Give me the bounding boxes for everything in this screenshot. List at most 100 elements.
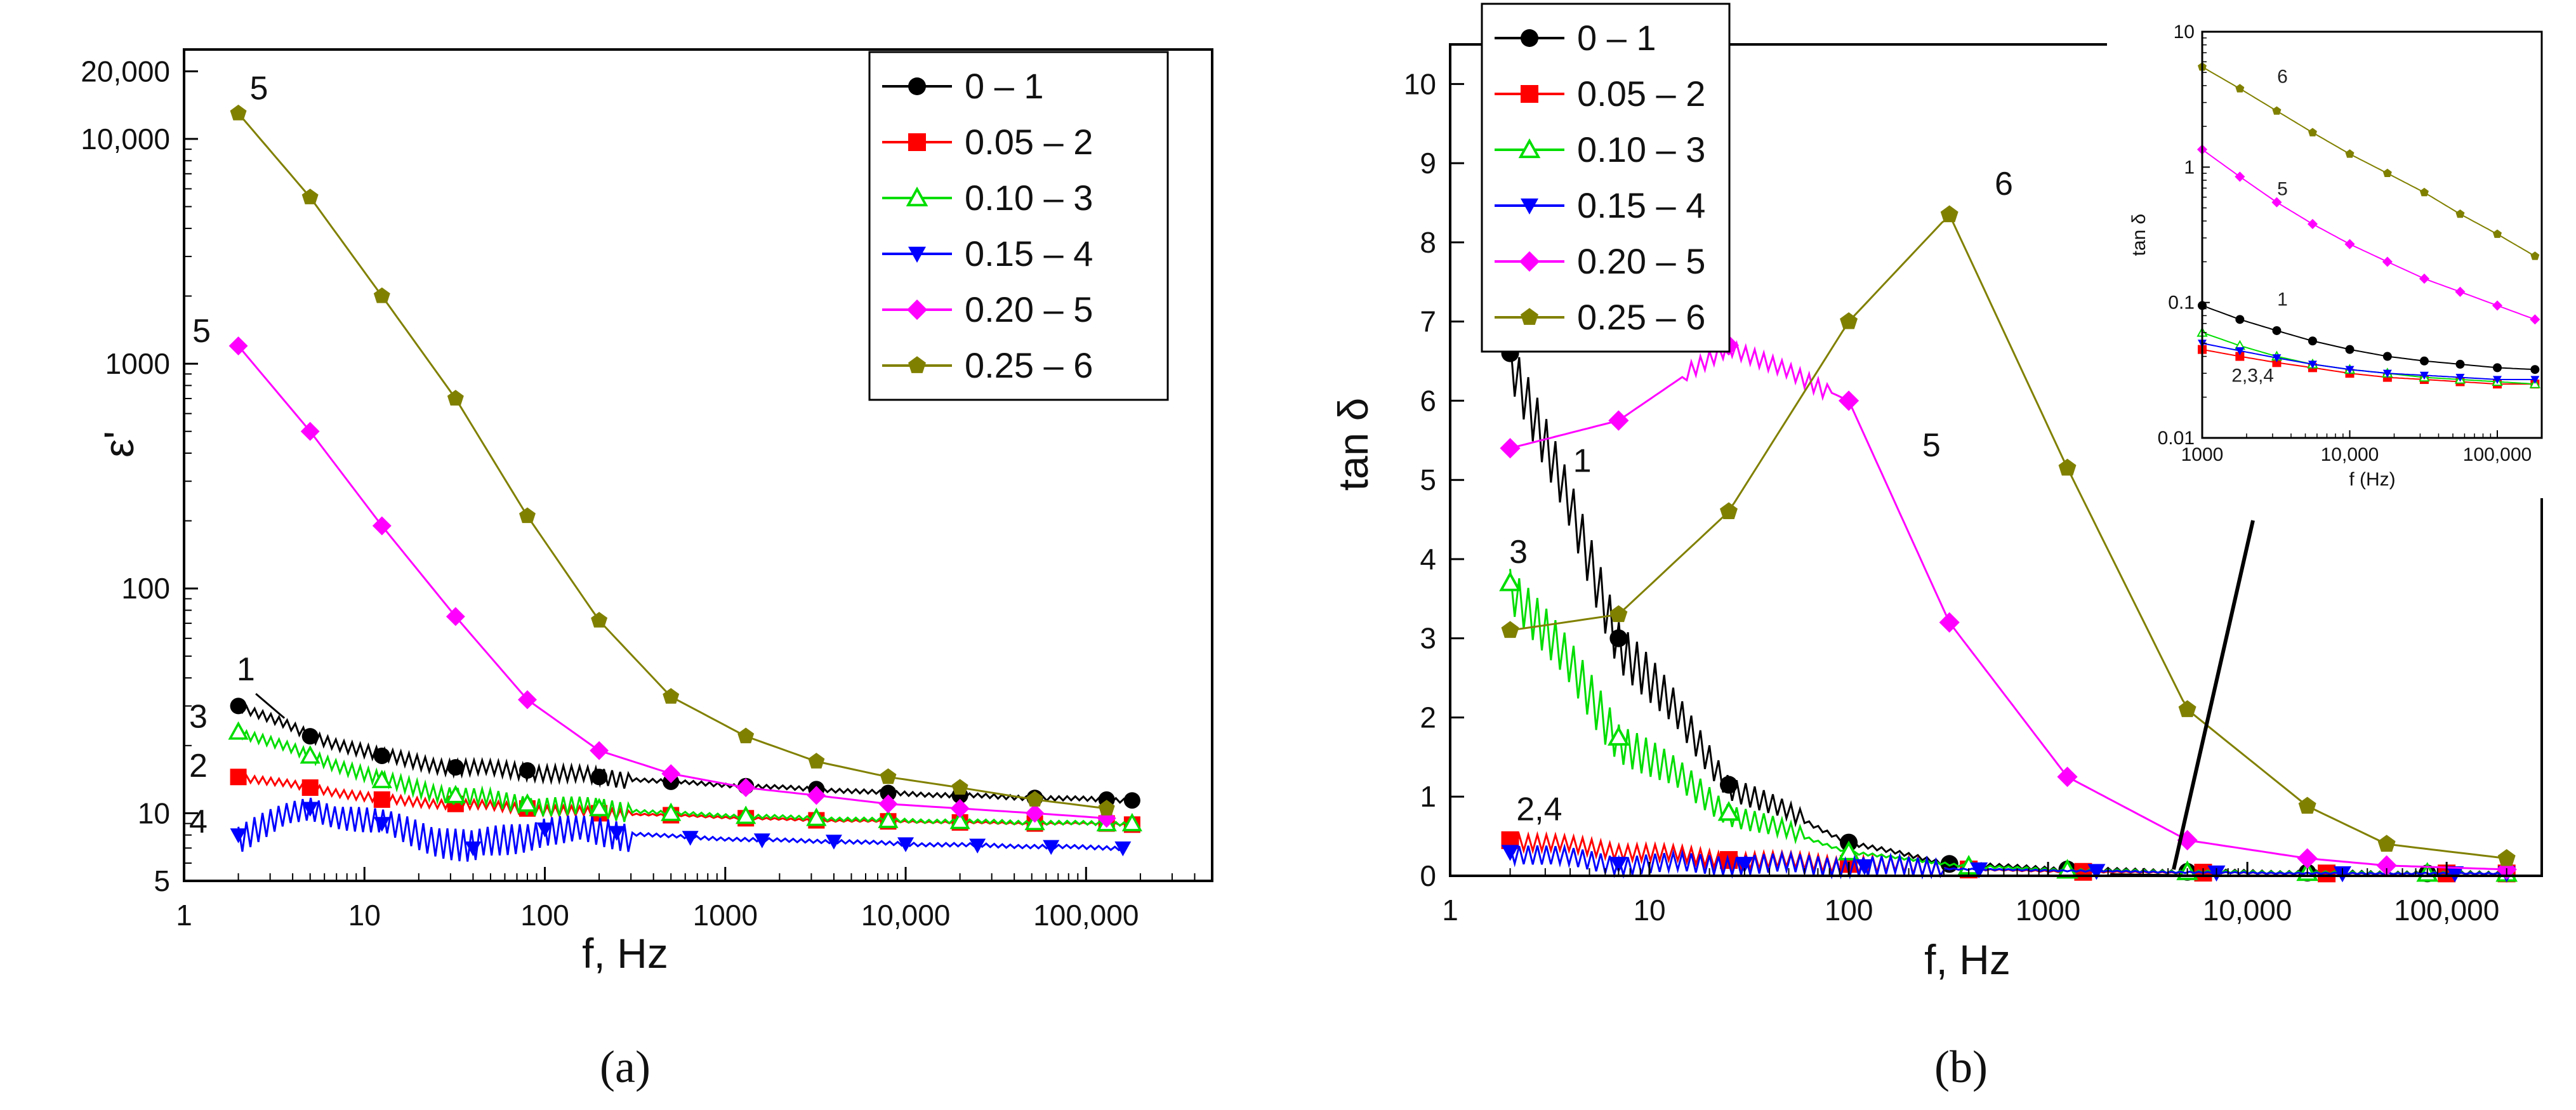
panel-a-curve-label: 4 <box>189 803 208 840</box>
panel-b-legend-box <box>1481 3 1731 353</box>
panel-b-point-0-10-3-2 <box>1717 801 1740 821</box>
panel-a-point-0-10-3-7 <box>736 805 756 824</box>
panel-b-series-0-25-6 <box>1501 205 2516 866</box>
inset-point-4-7 <box>2455 374 2465 382</box>
inset-y-tick-label: 1 <box>2184 157 2195 178</box>
inset-point-1-2 <box>2272 326 2282 335</box>
panel-a-point-0-15-4-12 <box>1114 841 1132 857</box>
panel-a-point-0-1-3 <box>447 759 464 776</box>
panel-a-point-0-10-3-5 <box>589 798 610 817</box>
panel-a-point-0-20-5-6 <box>661 764 681 783</box>
panel-b-point-0-25-6-1 <box>1609 605 1628 623</box>
panel-a-legend: 0 – 1 0.05 – 2 0.10 – 3 0.15 – 4 0.20 – 5 0.2… <box>868 51 1169 401</box>
inset-point-5-4 <box>2344 239 2355 249</box>
panel-a-legend-marker-0-05-2 <box>908 133 926 151</box>
panel-b-legend-marker-0-10-3 <box>1518 138 1541 159</box>
panel-b-y-tick-label: 2 <box>1420 701 1436 734</box>
panel-a-legend-entry: 0.20 – 5 <box>882 289 1093 329</box>
panel-a-point-0-20-5-1 <box>300 421 320 441</box>
panel-b-point-0-15-4-3 <box>1855 859 1873 876</box>
panel-b-legend-marker-0-1 <box>1521 29 1538 47</box>
inset-x-tick-label: 100,000 <box>2463 444 2532 465</box>
panel-a-point-0-20-5-11 <box>1025 803 1045 823</box>
panel-a-point-0-25-6-2 <box>373 287 390 303</box>
inset-line-5 <box>2202 149 2535 320</box>
inset-point-4-2 <box>2272 354 2282 362</box>
inset-point-6-8 <box>2493 229 2502 238</box>
panel-a-point-0-1-2 <box>373 747 390 764</box>
panel-b-x-tick-label: 1 <box>1442 894 1458 927</box>
panel-a-point-0-25-6-4 <box>519 507 536 524</box>
inset-line-2 <box>2202 348 2535 385</box>
panel-b-legend-entry: 0.05 – 2 <box>1495 74 1705 114</box>
panel-a-point-0-20-5-0 <box>228 336 248 355</box>
panel-a-legend-label: 0 – 1 <box>965 66 1044 106</box>
panel-a-point-0-1-4 <box>519 762 536 779</box>
panel-b-point-0-25-6-0 <box>1501 621 1519 638</box>
panel-a-point-0-25-6-7 <box>737 727 755 744</box>
inset-point-6-9 <box>2530 251 2540 260</box>
panel-a-point-0-25-6-5 <box>591 612 608 628</box>
inset-point-5-2 <box>2271 197 2282 208</box>
panel-a-point-0-10-3-13 <box>1121 812 1142 831</box>
panel-a-legend-marker-0-25-6 <box>908 356 926 373</box>
panel-a-legend-marker-0-10-3 <box>906 186 928 207</box>
panel-b-legend-marker-0-05-2 <box>1521 85 1538 103</box>
inset-series-1 <box>2198 301 2540 374</box>
panel-b-legend-label: 0.25 – 6 <box>1577 297 1705 337</box>
panel-b-y-tick-label: 4 <box>1420 543 1436 576</box>
panel-b-point-0-10-3-3 <box>1837 840 1860 861</box>
panel-b-point-0-20-5-6 <box>2177 829 2198 850</box>
panel-b-curve-label: 5 <box>1922 427 1941 464</box>
panel-b-legend-label: 0.15 – 4 <box>1577 185 1705 225</box>
panel-a-point-0-05-2-1 <box>301 779 319 796</box>
panel-b-line-0-20-5 <box>1510 337 2507 871</box>
panel-a-point-0-20-5-8 <box>807 786 826 805</box>
panel-b-caption: (b) <box>1934 1041 1988 1092</box>
panel-a-series-0-10-3 <box>228 721 1142 831</box>
inset-series-6 <box>2198 62 2540 260</box>
panel-b-legend-label: 0.10 – 3 <box>1577 129 1705 169</box>
panel-a-x-tick-label: 10,000 <box>861 899 951 932</box>
inset-line-6 <box>2202 66 2535 257</box>
panel-b-point-0-20-5-7 <box>2297 848 2318 869</box>
inset-curve-label: 6 <box>2277 66 2288 87</box>
panel-a-point-0-15-4-11 <box>1043 840 1060 856</box>
panel-a-point-0-1-13 <box>1123 792 1140 809</box>
panel-b-point-0-15-4-1 <box>1609 857 1628 873</box>
inset-y-tick-label: 0.1 <box>2168 293 2195 314</box>
inset-point-1-7 <box>2455 359 2465 369</box>
panel-a-point-0-25-6-1 <box>301 188 319 204</box>
inset-point-6-2 <box>2272 106 2282 115</box>
panel-a-legend-marker-0-15-4 <box>908 246 926 263</box>
panel-a-y-tick-label: 10 <box>138 796 170 829</box>
panel-a-legend-marker-0-20-5 <box>906 299 928 320</box>
panel-b-point-0-10-3-1 <box>1608 725 1630 746</box>
panel-b-legend-entry: 0.10 – 3 <box>1495 129 1705 169</box>
panel-b-x-tick-label: 1000 <box>2016 894 2080 927</box>
panel-a-point-0-10-3-2 <box>371 769 392 788</box>
panel-a-y-axis-title: ε' <box>95 431 142 458</box>
panel-b-curve-label: 3 <box>1509 534 1528 571</box>
inset-series-4 <box>2198 340 2540 384</box>
panel-b-point-0-20-5-1 <box>1608 410 1629 431</box>
panel-b-y-tick-label: 6 <box>1420 384 1436 417</box>
inset-background <box>2107 22 2564 498</box>
inset-plot-frame <box>2201 30 2543 439</box>
inset-point-4-1 <box>2235 347 2245 355</box>
inset-point-6-1 <box>2235 84 2245 93</box>
panel-a-point-0-15-4-4 <box>536 822 553 838</box>
panel-b-legend-entry: 0 – 1 <box>1495 18 1656 58</box>
inset-y-tick-label: 0.01 <box>2158 428 2195 449</box>
panel-b-x-tick-label: 100 <box>1825 894 1873 927</box>
panel-a-point-0-05-2-2 <box>373 791 390 808</box>
panel-a-legend-label: 0.20 – 5 <box>965 289 1093 329</box>
panel-a-point-0-25-6-0 <box>230 104 247 121</box>
panel-b-point-0-1-1 <box>1609 629 1628 647</box>
panel-a-curve-label: 2 <box>189 748 208 784</box>
panel-a-point-0-25-6-10 <box>951 779 968 795</box>
panel-a-legend-label: 0.15 – 4 <box>965 234 1093 274</box>
inset-point-2-1 <box>2235 352 2245 361</box>
panel-a-point-0-10-3-10 <box>949 810 970 829</box>
panel-a-legend-entry: 0.15 – 4 <box>882 234 1093 274</box>
